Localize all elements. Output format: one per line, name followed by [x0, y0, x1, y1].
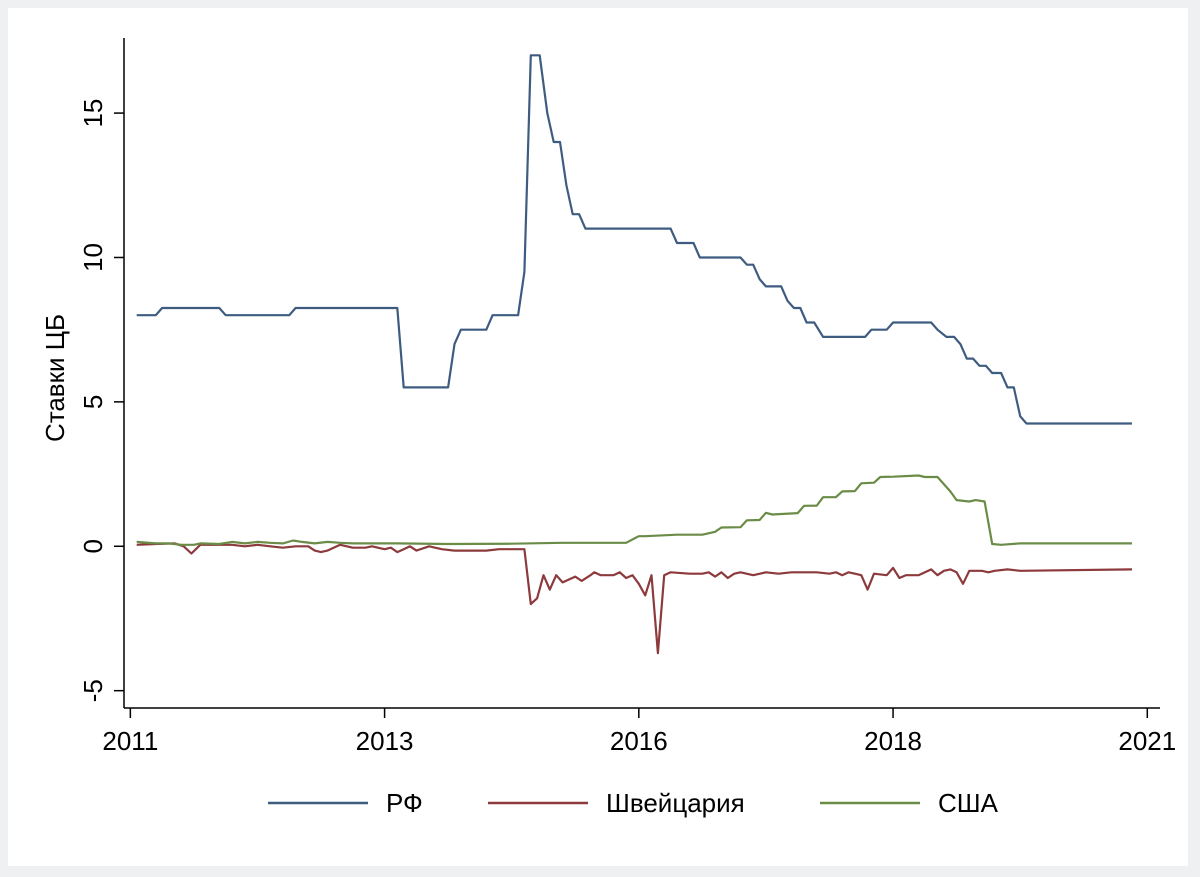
y-tick-label: 0 [78, 539, 108, 553]
chart-frame: -5 0 5 10 15 2011 2013 2016 2018 2021 Ставки ЦБ … [8, 8, 1188, 866]
x-tick-label: 2018 [864, 726, 922, 756]
y-ticks: -5 0 5 10 15 [78, 99, 124, 702]
y-tick-label: -5 [78, 679, 108, 702]
y-axis-title: Ставки ЦБ [40, 314, 70, 442]
x-tick-label: 2021 [1118, 726, 1176, 756]
y-tick-label: 15 [78, 99, 108, 128]
legend-label: РФ [386, 788, 423, 818]
y-tick-label: 10 [78, 243, 108, 272]
legend: РФ Швейцария США [268, 788, 999, 818]
series-line-1 [136, 54, 1132, 425]
series-line-2 [136, 542, 1133, 655]
legend-label: США [938, 788, 999, 818]
x-ticks: 2011 2013 2016 2018 2021 [102, 708, 1176, 756]
x-tick-label: 2011 [102, 726, 158, 756]
x-tick-label: 2013 [356, 726, 414, 756]
x-tick-label: 2016 [610, 726, 668, 756]
series-layer [136, 54, 1133, 655]
series-line-3 [136, 474, 1132, 546]
axes: -5 0 5 10 15 2011 2013 2016 2018 2021 [78, 38, 1176, 756]
legend-label: Швейцария [606, 788, 745, 818]
y-tick-label: 5 [78, 395, 108, 409]
